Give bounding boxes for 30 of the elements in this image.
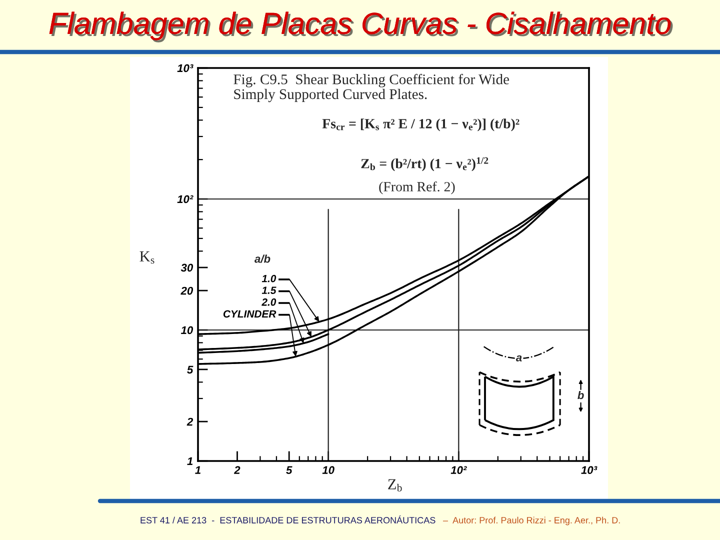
x-tick-label: 2 xyxy=(234,466,240,474)
text: Fig. C9.5 Shear Buckling Coefficient for Wide Simply Supported Curved Plates. xyxy=(234,74,510,102)
y-tick-label: 10 xyxy=(180,326,194,334)
text: EST 41 / AE 213 - ESTABILIDADE DE ESTRUTURAS AERONÁUTICAS xyxy=(140,516,436,524)
x-tick-label: 1 xyxy=(195,466,200,474)
annotation: (From Ref. 2) xyxy=(379,181,455,194)
x-tick-label: 10³ xyxy=(581,466,598,474)
legend-label: CYLINDER xyxy=(223,310,276,318)
y-axis-title: K$_{s}$ xyxy=(140,251,154,264)
legend-label: 1.0 xyxy=(262,274,276,282)
chart-title: Flambagem de Placas Curvas - Cisalhamento xyxy=(49,12,673,42)
legend-label: 2.0 xyxy=(262,298,276,306)
y-tick-label: 5 xyxy=(187,366,194,374)
annotation: b xyxy=(578,390,584,400)
text: – Autor: Prof. Paulo Rizzi - Eng. Aer., Ph. D. xyxy=(443,516,620,526)
annotation: Z$_{b}$ = (b²/rt) (1 − ν$_{e}$²)$^{1/2}$ xyxy=(361,157,488,172)
x-tick-label: 10 xyxy=(322,466,334,474)
legend-label: 1.5 xyxy=(262,286,276,294)
annotation: a xyxy=(516,355,522,362)
legend-title: a/b xyxy=(254,254,270,263)
y-tick-label: 20 xyxy=(180,286,194,295)
x-tick-label: 10² xyxy=(450,466,467,474)
y-tick-label: 30 xyxy=(180,264,194,272)
y-tick-label: 2 xyxy=(186,418,194,426)
y-tick-label: 10² xyxy=(177,195,194,204)
y-tick-label: 10³ xyxy=(177,64,194,72)
annotation: Fs$_{cr}$ = [K$_{s}$ π² E / 12 (1 − ν$_{e}$²)] (t/b)² xyxy=(322,118,520,132)
x-axis-title: Z$_{b}$ xyxy=(388,479,402,492)
x-tick-label: 5 xyxy=(286,466,292,474)
y-tick-label: 1 xyxy=(187,457,193,466)
